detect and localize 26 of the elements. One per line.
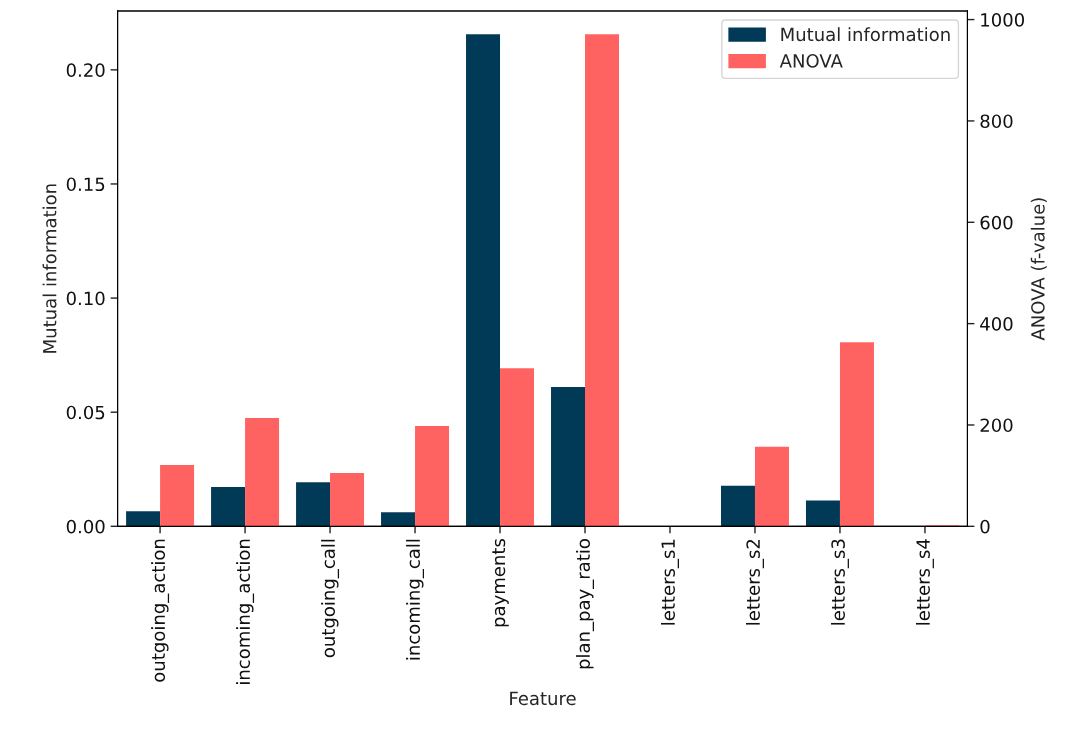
- y-tick-label: 0.05: [66, 405, 105, 420]
- x-tick-label: plan_pay_ratio: [576, 539, 594, 669]
- x-tick-label: outgoing_call: [321, 539, 340, 658]
- y-tick-label: 0.15: [66, 177, 105, 192]
- y2-tick-label: 200: [980, 418, 1013, 433]
- x-tick-label: letters_s3: [830, 539, 849, 625]
- y2-tick-label: 400: [980, 317, 1013, 331]
- x-tick-label: letters_s4: [915, 539, 934, 625]
- x-tick-label: incoming_call: [406, 539, 425, 660]
- y-tick-label: 0.20: [66, 63, 105, 77]
- y-tick-label: 0.10: [66, 291, 105, 306]
- y2-tick-label: 0: [980, 519, 990, 534]
- x-tick-label: letters_s2: [745, 539, 764, 625]
- x-axis-title: Feature: [510, 691, 576, 706]
- y2-tick-label: 1000: [981, 13, 1024, 27]
- y2-axis-title: ANOVA (f-value): [1030, 198, 1047, 341]
- legend-label: ANOVA: [779, 54, 843, 68]
- y-axis-title: Mutual information: [42, 184, 57, 353]
- x-tick-label: payments: [492, 539, 509, 627]
- y2-tick-label: 600: [980, 215, 1013, 230]
- x-tick-label: letters_s1: [661, 539, 679, 625]
- y2-tick-label: 800: [980, 114, 1013, 129]
- x-tick-label: incoming_action: [236, 539, 255, 684]
- legend-label: Mutual information: [781, 27, 950, 42]
- y-tick-label: 0.00: [66, 519, 105, 534]
- x-tick-label: outgoing_action: [151, 539, 170, 682]
